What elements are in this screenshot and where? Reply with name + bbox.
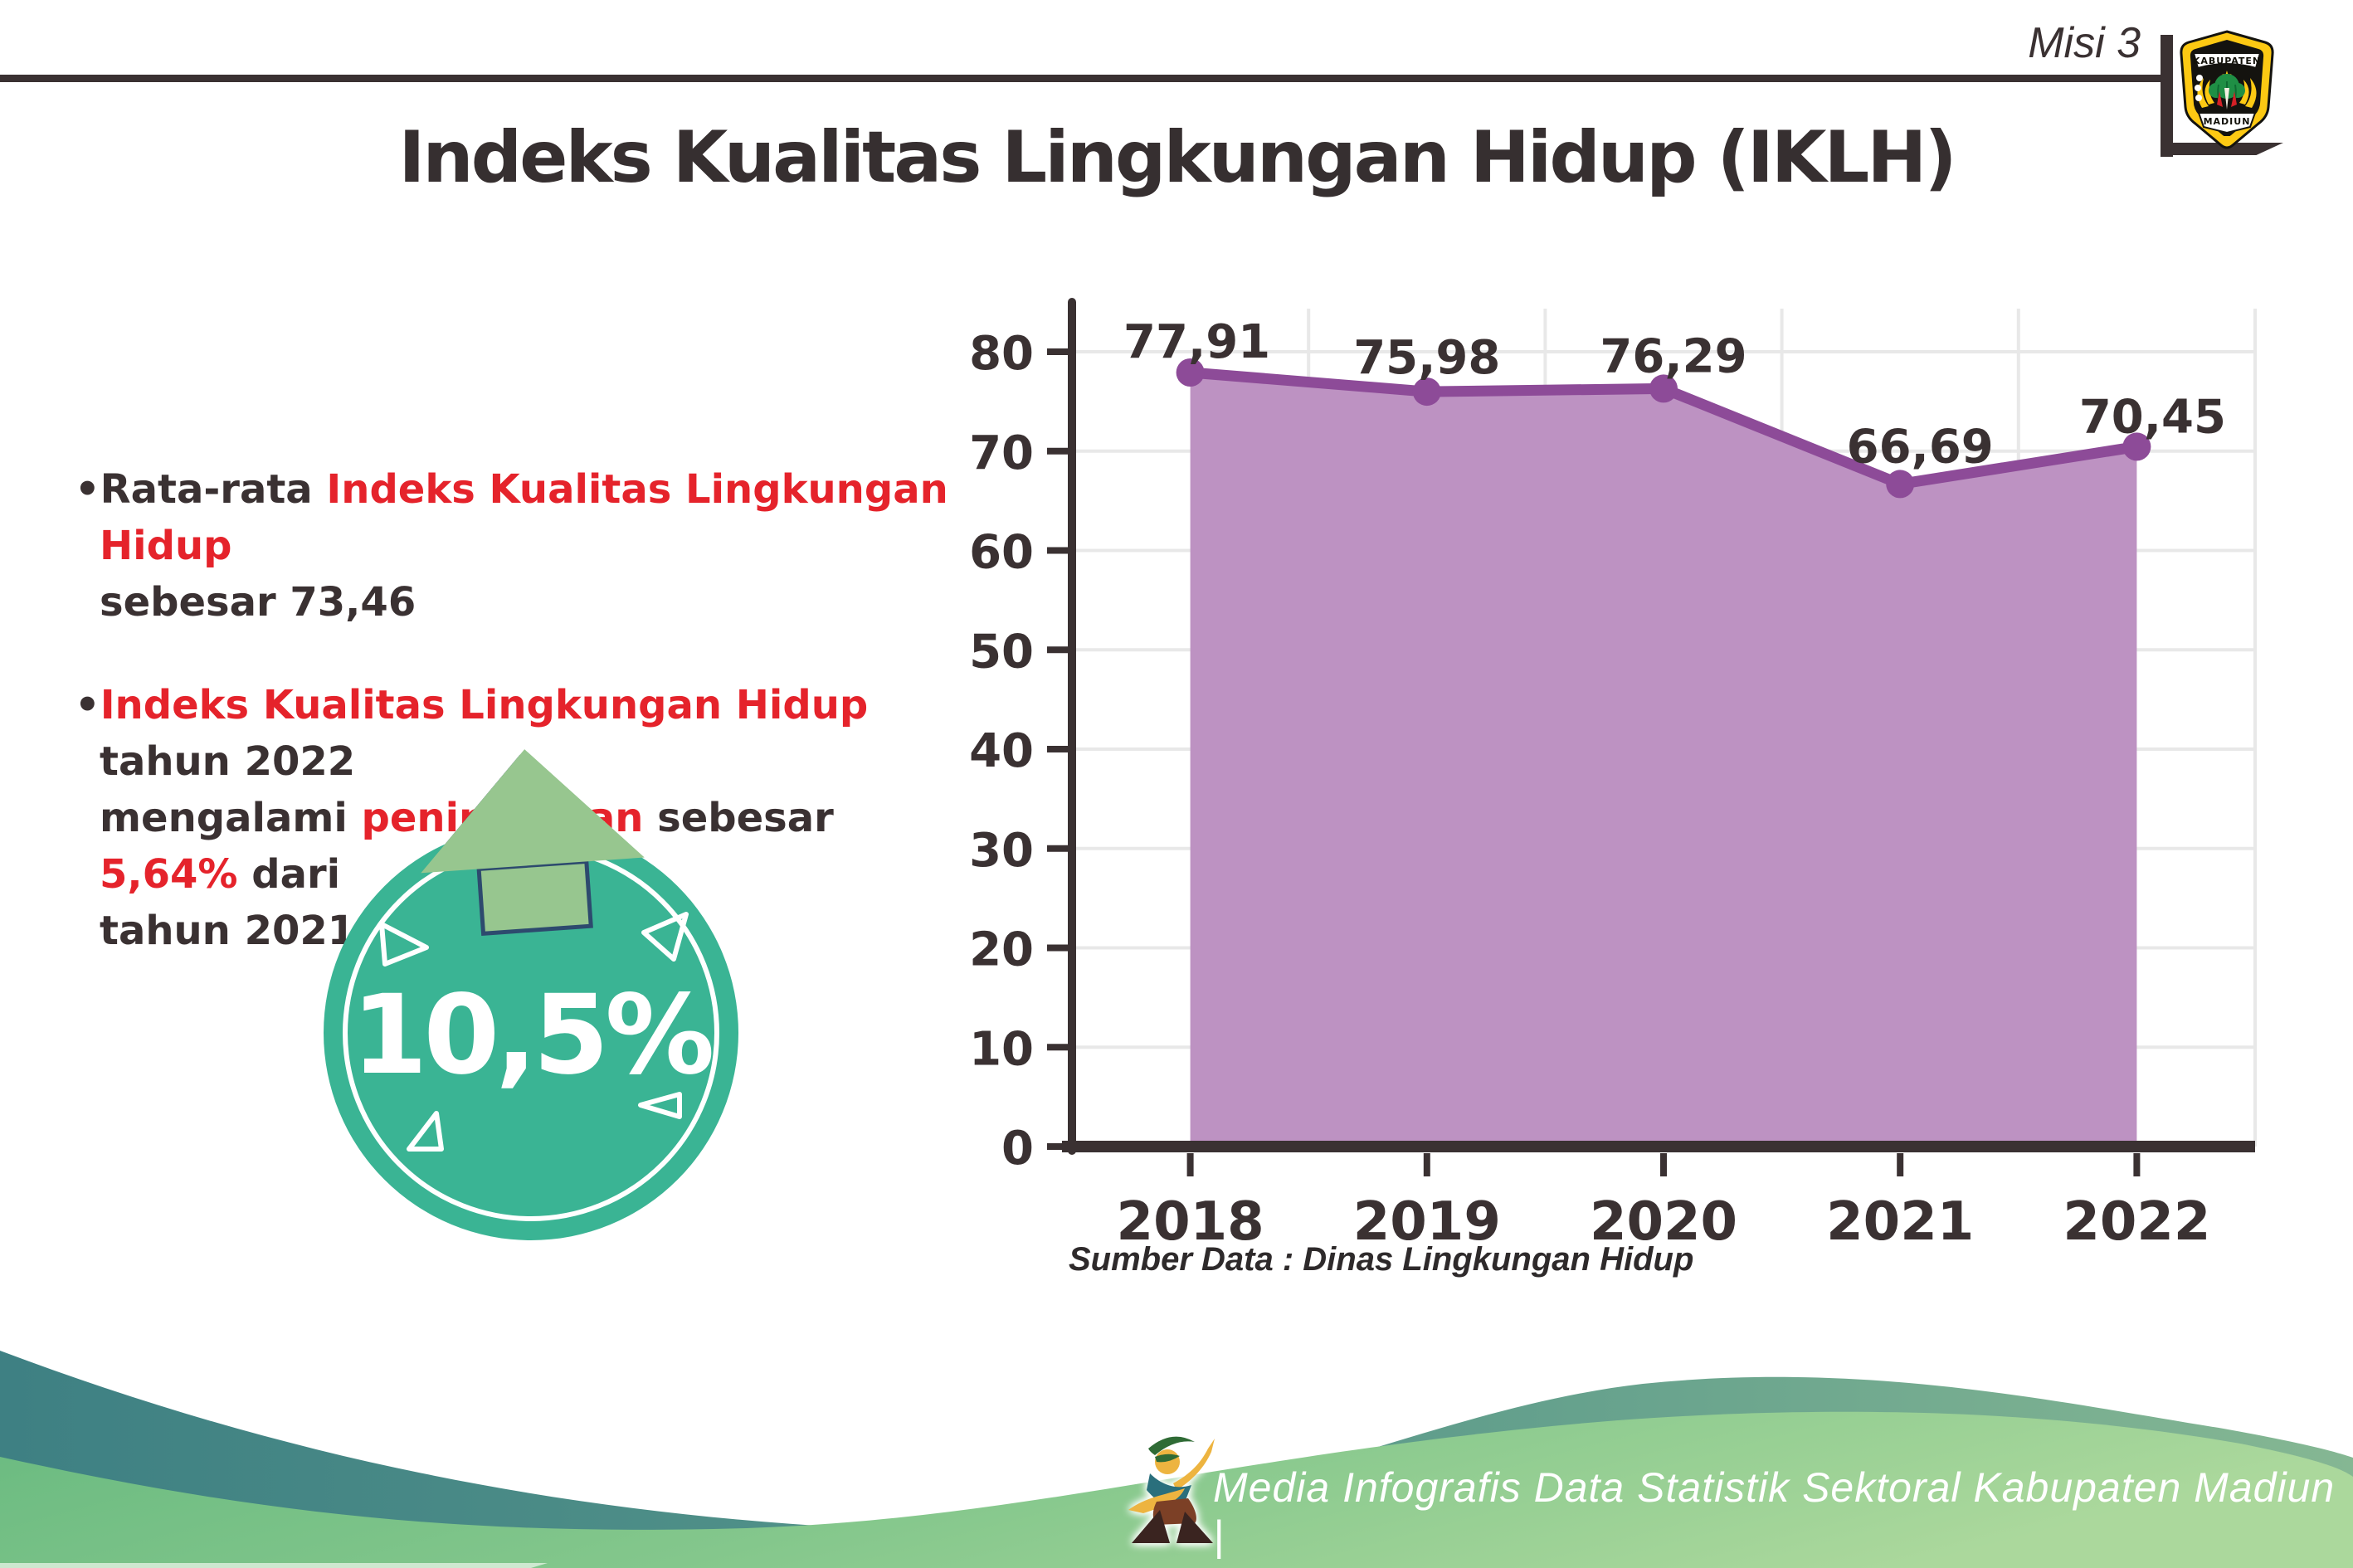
y-tick-label: 0 (1001, 1122, 1034, 1176)
crest-bottom-banner (2197, 112, 2257, 134)
crest-cotton-icon (2195, 85, 2201, 91)
y-tick-label: 30 (969, 824, 1034, 878)
x-tick-label: 2020 (1590, 1191, 1737, 1253)
y-tick-label: 40 (969, 724, 1034, 778)
crest-bottom-ornament (2217, 136, 2237, 141)
insight-bullet-average: •Rata-rata Indeks Kualitas Lingkungan Hi… (75, 461, 979, 631)
crest-wing-right-icon (2239, 78, 2257, 108)
x-tick-label: 2019 (1353, 1191, 1501, 1253)
mascot-arm-raised (1173, 1439, 1215, 1490)
crest-keris-left-icon (2217, 91, 2223, 107)
crest-top-banner (2192, 52, 2262, 70)
dancer-mascot-icon (1128, 1436, 1215, 1543)
y-tick-label: 50 (969, 625, 1034, 679)
logo-frame-vertical (2161, 35, 2173, 157)
up-arrow-icon-bottom (421, 749, 645, 936)
x-tick-label: 2022 (2063, 1191, 2210, 1253)
insight-text-segment: •Rata-rata (75, 466, 327, 513)
mascot-hat-brim (1155, 1454, 1180, 1463)
insight-text-segment: 5,64% (100, 851, 238, 898)
data-point (1176, 358, 1205, 387)
mascot-leg-left (1132, 1510, 1170, 1543)
mascot-hip-sash (1128, 1488, 1185, 1513)
insight-text-segment: Indeks Kualitas Lingkungan Hidup (100, 466, 962, 569)
footer-caption: Media Infografis Data Statistik Sektoral… (1213, 1464, 2336, 1559)
crest-cotton-icon (2196, 75, 2203, 81)
page-title: Indeks Kualitas Lingkungan Hidup (IKLH) (398, 116, 1956, 199)
data-label: 76,29 (1600, 329, 1746, 383)
crest-cotton-icon (2195, 95, 2202, 101)
crest-keris-right-icon (2231, 91, 2237, 107)
data-point (1649, 374, 1678, 403)
misi-label: Misi 3 (2028, 19, 2141, 67)
mascot-leg-right (1176, 1512, 1213, 1543)
badge-circle (324, 825, 738, 1240)
footer-bottom-strip (0, 1563, 548, 1568)
badge-spark-triangle (641, 912, 689, 962)
insight-text-segment: • (75, 682, 100, 728)
crest-tree-leaf (2209, 83, 2224, 98)
insight-text-segment: Indeks Kualitas Lingkungan Hidup (100, 682, 869, 728)
badge-value: 10,5% (352, 971, 713, 1099)
crest-bottom-text: MADIUN (2204, 116, 2251, 127)
iklh-area-chart: 0 10 20 30 40 50 60 70 80 2018 2019 2020 2021 2022 77,… (969, 298, 2257, 1253)
y-tick-label: 80 (969, 327, 1034, 381)
increase-badge: 10,5% (324, 749, 738, 1240)
source-note: Sumber Data : Dinas Lingkungan Hidup (1069, 1241, 1694, 1278)
badge-spark-triangle (379, 922, 429, 967)
badge-spark-triangle (407, 1111, 444, 1152)
crest-monument-icon (2224, 88, 2229, 110)
data-point (2122, 432, 2151, 461)
chart-area (1190, 373, 2137, 1147)
insight-text-segment: sebesar (643, 795, 848, 841)
up-arrow-shaft-over-circle (476, 859, 593, 936)
crest-wing-left-icon (2197, 78, 2214, 108)
insight-text-segment: tahun 2022 mengalami (100, 738, 356, 841)
up-arrow-head-over-circle (421, 749, 645, 874)
crest-top-text: KABUPATEN (2193, 56, 2261, 66)
y-tick-label: 10 (969, 1022, 1034, 1076)
header-rule (0, 75, 2162, 82)
insight-text-segment: dari tahun 2021 (100, 851, 356, 954)
data-label: 70,45 (2079, 390, 2226, 444)
logo-frame-horizontal (2161, 143, 2283, 155)
y-tick-label: 60 (969, 526, 1034, 580)
data-label: 66,69 (1847, 420, 1994, 474)
y-tick-label: 20 (969, 923, 1034, 977)
insight-text-segment: sebesar 73,46 (100, 579, 417, 626)
data-label: 77,91 (1123, 315, 1270, 369)
data-label: 75,98 (1353, 331, 1500, 385)
crest-tree-leaf (2230, 83, 2245, 98)
data-point (1412, 377, 1441, 407)
mascot-hat (1148, 1436, 1195, 1455)
kabupaten-madiun-crest-logo: KABUPATEN ★ MADIUN (2180, 30, 2274, 149)
badge-spark-triangle (638, 1092, 682, 1119)
x-tick-label: 2018 (1117, 1191, 1264, 1253)
x-tick-label: 2021 (1826, 1191, 1974, 1253)
data-point (1886, 470, 1915, 499)
y-tick-label: 70 (969, 426, 1034, 480)
